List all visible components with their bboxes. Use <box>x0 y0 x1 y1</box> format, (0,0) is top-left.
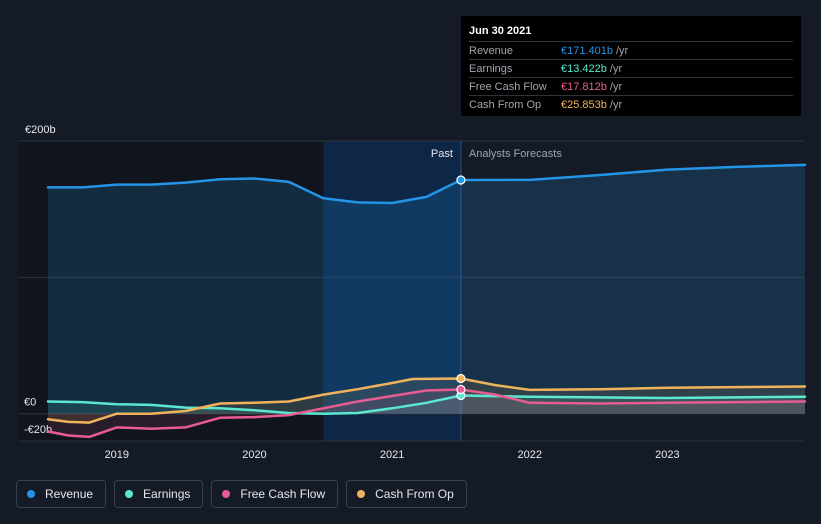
series-area-revenue <box>48 164 805 414</box>
y-tick-label: €0 <box>24 397 36 409</box>
series-line-free-cash-flow <box>46 388 807 439</box>
tooltip-row-free-cash-flow: Free Cash Flow €17.812b /yr <box>469 77 793 95</box>
tooltip-row-revenue: Revenue €171.401b /yr <box>469 41 793 59</box>
tooltip-label: Free Cash Flow <box>469 80 547 93</box>
y-tick-label: €200b <box>25 124 56 136</box>
series-line-earnings <box>46 394 807 415</box>
tooltip-unit: /yr <box>616 44 629 57</box>
tooltip-unit: /yr <box>609 62 623 75</box>
tooltip-value: €25.853b <box>561 98 607 111</box>
legend-label: Earnings <box>143 487 191 501</box>
series-area-free-cash-flow <box>48 389 805 437</box>
legend: Revenue Earnings Free Cash Flow Cash Fro… <box>16 480 467 508</box>
tooltip-value: €17.812b <box>561 80 607 93</box>
y-tick-label: -€20b <box>24 424 52 436</box>
legend-dot-icon <box>125 490 134 498</box>
tooltip-unit: /yr <box>609 98 623 111</box>
tooltip-label: Cash From Op <box>469 98 542 111</box>
legend-dot-icon <box>222 490 231 498</box>
tooltip-label: Revenue <box>469 44 514 57</box>
legend-dot-icon <box>27 490 35 498</box>
x-tick-label: 2019 <box>105 449 129 461</box>
legend-dot-icon <box>357 490 366 498</box>
legend-label: Free Cash Flow <box>240 487 326 501</box>
legend-item-free-cash-flow[interactable]: Free Cash Flow <box>211 480 339 508</box>
series-line-revenue <box>46 163 807 205</box>
tooltip-date: Jun 30 2021 <box>469 25 532 37</box>
tooltip-label: Earnings <box>469 62 513 75</box>
forecast-label: Analysts Forecasts <box>469 148 562 160</box>
legend-item-cash-from-op[interactable]: Cash From Op <box>346 480 467 508</box>
x-tick-label: 2020 <box>242 449 266 461</box>
point-marker-free-cash-flow <box>456 384 466 395</box>
legend-item-earnings[interactable]: Earnings <box>114 480 204 508</box>
point-marker-revenue <box>456 175 466 185</box>
tooltip: Jun 30 2021 Revenue €171.401b /yr Earnin… <box>461 16 801 116</box>
chart-canvas: €200b €0 -€20b 2019 2020 2021 2022 2023 Past Anal… <box>18 124 807 461</box>
tooltip-value: €13.422b <box>561 62 607 75</box>
past-label: Past <box>431 148 453 160</box>
legend-item-revenue[interactable]: Revenue <box>16 480 107 508</box>
tooltip-unit: /yr <box>609 80 623 93</box>
x-tick-label: 2023 <box>655 449 679 461</box>
x-tick-label: 2021 <box>380 449 404 461</box>
tooltip-value: €171.401b <box>561 44 613 57</box>
tooltip-row-cash-from-op: Cash From Op €25.853b /yr <box>469 95 793 113</box>
legend-label: Revenue <box>45 487 94 501</box>
point-marker-cash-from-op <box>456 373 466 384</box>
x-tick-label: 2022 <box>517 449 541 461</box>
legend-label: Cash From Op <box>375 487 454 501</box>
series-line-cash-from-op <box>46 377 807 424</box>
tooltip-row-earnings: Earnings €13.422b /yr <box>469 59 793 77</box>
series-area-earnings <box>48 395 805 414</box>
